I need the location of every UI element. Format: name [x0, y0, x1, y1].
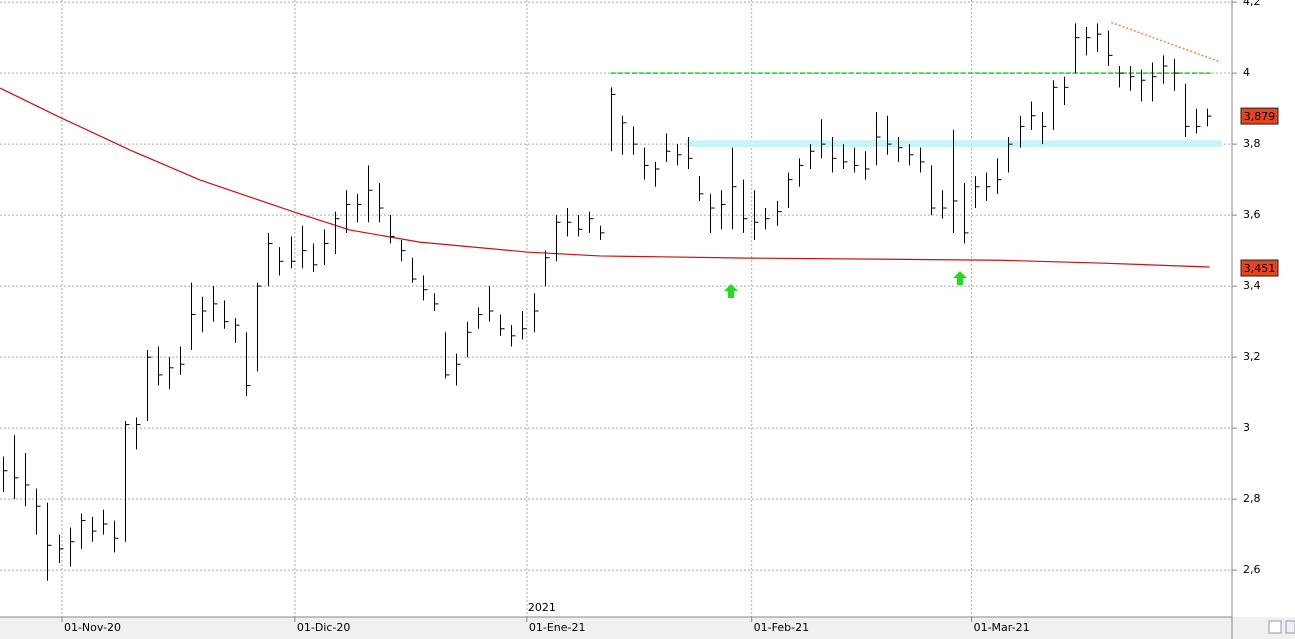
price-marker	[1240, 107, 1279, 125]
y-tick-label: 3,6	[1243, 208, 1261, 221]
trend-line	[1110, 21, 1221, 63]
y-tick-label: 3,8	[1243, 137, 1261, 150]
buy-arrow	[953, 271, 967, 285]
y-tick-label: 3,4	[1243, 279, 1261, 292]
y-tick-label: 3	[1243, 421, 1250, 434]
x-tick-label: 01-Mar-21	[974, 621, 1030, 634]
y-tick-label: 2,8	[1243, 492, 1261, 505]
price-marker-label: 3,879	[1244, 110, 1276, 123]
y-tick-label: 4,2	[1243, 0, 1261, 8]
x-tick-label: 01-Dic-20	[297, 621, 351, 634]
y-tick-label: 3,2	[1243, 350, 1261, 363]
buy-arrow	[724, 284, 738, 298]
moving-average	[0, 87, 1210, 268]
year-label: 2021	[528, 601, 556, 614]
price-marker	[1240, 259, 1279, 277]
x-tick-label: 01-Ene-21	[529, 621, 586, 634]
x-axis-strip	[0, 617, 1295, 639]
y-tick-label: 2,6	[1243, 563, 1261, 576]
y-tick-label: 4	[1243, 66, 1250, 79]
toolbar-icon[interactable]	[1285, 620, 1295, 634]
toolbar-icon[interactable]	[1268, 620, 1282, 634]
x-tick-label: 01-Nov-20	[64, 621, 121, 634]
price-marker-label: 3,451	[1244, 262, 1276, 275]
x-tick-label: 01-Feb-21	[754, 621, 809, 634]
